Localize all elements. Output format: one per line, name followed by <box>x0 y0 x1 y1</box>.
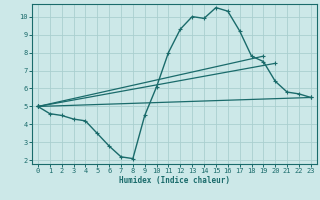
X-axis label: Humidex (Indice chaleur): Humidex (Indice chaleur) <box>119 176 230 185</box>
